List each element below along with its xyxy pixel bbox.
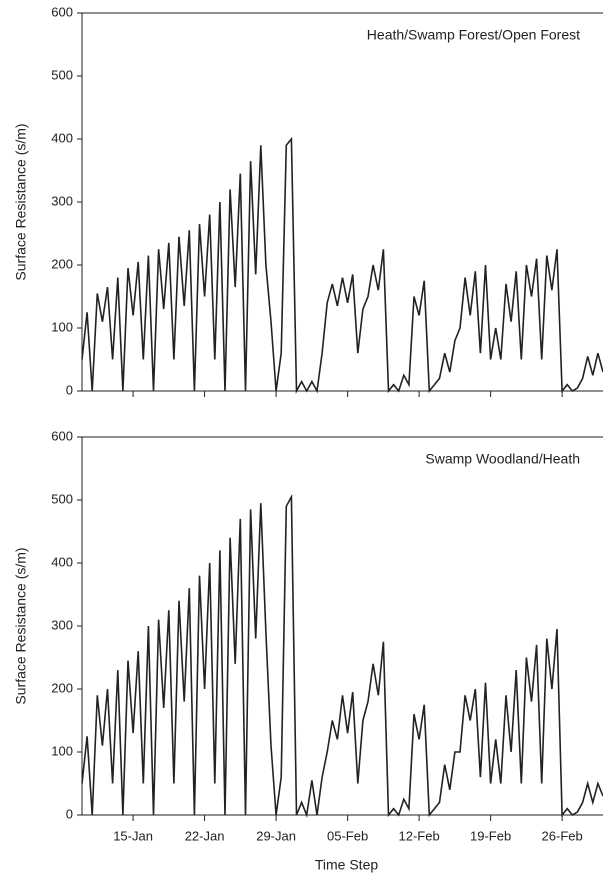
y-tick-label: 300 (51, 193, 73, 208)
y-tick-label: 600 (51, 428, 73, 443)
y-tick-label: 500 (51, 491, 73, 506)
x-tick-label: 05-Feb (327, 828, 368, 843)
x-tick-label: 22-Jan (185, 828, 225, 843)
x-tick-label: 29-Jan (256, 828, 296, 843)
y-tick-label: 200 (51, 256, 73, 271)
y-tick-label: 0 (66, 382, 73, 397)
data-line (81, 493, 603, 819)
y-tick-label: 400 (51, 130, 73, 145)
y-tick-label: 0 (66, 806, 73, 821)
panel-title: Swamp Woodland/Heath (425, 451, 580, 467)
y-tick-label: 100 (51, 743, 73, 758)
panel-title: Heath/Swamp Forest/Open Forest (367, 27, 580, 43)
data-line (81, 136, 603, 395)
y-tick-label: 600 (51, 4, 73, 19)
y-tick-label: 200 (51, 680, 73, 695)
y-tick-label: 400 (51, 554, 73, 569)
x-tick-label: 26-Feb (542, 828, 583, 843)
y-tick-label: 500 (51, 67, 73, 82)
x-tick-label: 12-Feb (399, 828, 440, 843)
x-tick-label: 15-Jan (113, 828, 153, 843)
y-axis-label: Surface Resistance (s/m) (13, 123, 29, 280)
y-axis-label: Surface Resistance (s/m) (13, 547, 29, 704)
y-tick-label: 100 (51, 319, 73, 334)
y-tick-label: 300 (51, 617, 73, 632)
x-axis-label: Time Step (315, 857, 378, 873)
x-tick-label: 19-Feb (470, 828, 511, 843)
